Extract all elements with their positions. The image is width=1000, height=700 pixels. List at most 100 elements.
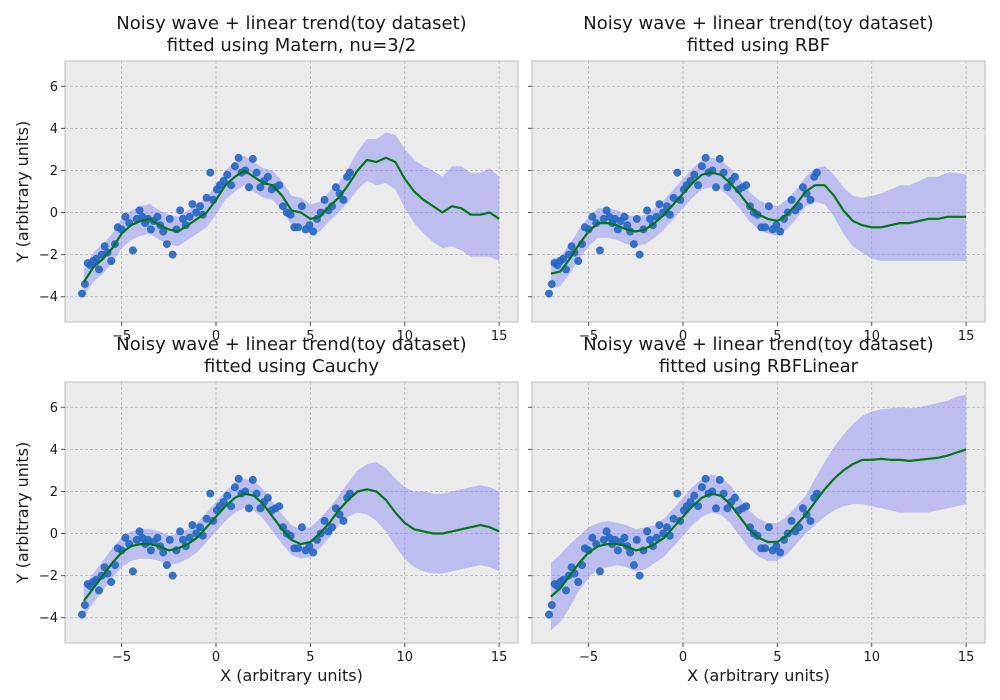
data-point <box>776 548 785 557</box>
data-point <box>643 206 652 215</box>
data-point <box>701 153 710 162</box>
data-point <box>813 168 821 177</box>
data-point <box>764 523 773 532</box>
data-point <box>146 546 155 555</box>
data-point <box>547 280 556 289</box>
data-point <box>107 578 116 586</box>
data-point <box>286 210 295 219</box>
data-point <box>712 504 720 513</box>
data-point <box>772 542 781 551</box>
data-point <box>202 193 211 202</box>
x-tick-label: −5 <box>112 650 131 665</box>
y-tick-label: 6 <box>50 80 58 95</box>
data-point <box>252 168 261 177</box>
data-point <box>188 521 197 530</box>
data-point <box>80 601 89 610</box>
axes-frame <box>531 381 986 644</box>
data-point <box>162 240 171 249</box>
chart-title: Noisy wave + linear trend(toy dataset) <box>583 334 933 355</box>
y-tick-label: −4 <box>39 611 58 626</box>
data-point <box>742 502 751 511</box>
data-point <box>230 162 239 171</box>
data-point <box>613 546 622 555</box>
data-point <box>245 504 253 513</box>
y-tick-label: −2 <box>39 569 58 584</box>
x-axis-label: X (arbitrary units) <box>220 666 363 685</box>
data-point <box>646 214 654 223</box>
x-tick-label: 0 <box>212 329 220 344</box>
chart-title: fitted using Cauchy <box>204 356 379 377</box>
data-point <box>248 154 257 163</box>
data-point <box>712 183 720 192</box>
data-point <box>620 533 629 542</box>
data-point <box>635 571 644 580</box>
data-point <box>305 542 314 551</box>
x-tick-label: 15 <box>491 650 508 665</box>
data-point <box>772 221 781 230</box>
data-point <box>146 225 155 234</box>
data-point <box>629 240 638 249</box>
data-point <box>128 567 137 576</box>
data-point <box>776 227 785 236</box>
y-tick-label: 6 <box>50 401 58 416</box>
y-tick-label: 4 <box>50 122 58 137</box>
data-point <box>806 195 815 204</box>
data-point <box>206 489 215 498</box>
x-tick-label: 10 <box>863 650 880 665</box>
data-point <box>135 206 144 215</box>
data-point <box>798 183 807 192</box>
data-point <box>715 475 724 484</box>
data-point <box>626 548 635 557</box>
data-point <box>92 254 101 263</box>
subplot-4: −5 0 5 10 15 Noisy wave + linear trend(toy da… <box>528 334 986 685</box>
data-point <box>632 214 641 223</box>
data-point <box>135 527 144 536</box>
axes-frame <box>64 60 519 323</box>
data-point <box>297 523 306 532</box>
data-point <box>128 246 137 255</box>
data-point <box>547 601 556 610</box>
chart-title: Noisy wave + linear trend(toy dataset) <box>116 334 466 355</box>
data-point <box>168 250 177 259</box>
data-point <box>690 170 699 179</box>
data-point <box>168 571 177 580</box>
data-point <box>669 193 678 202</box>
x-tick-label: 0 <box>679 650 687 665</box>
y-tick-label: 2 <box>50 485 58 500</box>
fit-line <box>550 171 967 275</box>
data-point <box>665 210 674 219</box>
data-point <box>294 223 303 232</box>
data-point <box>100 242 109 251</box>
data-point <box>686 498 695 506</box>
x-tick-label: 5 <box>773 329 781 344</box>
x-tick-label: 0 <box>679 329 687 344</box>
x-tick-label: 5 <box>773 650 781 665</box>
data-point <box>669 514 678 523</box>
data-point <box>588 533 597 542</box>
chart-title: fitted using RBFLinear <box>659 356 859 377</box>
data-point <box>196 523 204 532</box>
data-point <box>202 514 211 523</box>
data-point <box>107 257 116 265</box>
data-point <box>275 502 284 511</box>
data-point <box>562 586 570 595</box>
confidence-band <box>550 157 967 289</box>
data-point <box>223 170 232 179</box>
data-point <box>596 246 604 255</box>
data-point <box>192 208 201 217</box>
data-point <box>339 195 348 204</box>
data-point <box>584 225 593 234</box>
data-point <box>256 504 265 513</box>
data-point <box>761 223 770 232</box>
data-point <box>629 561 638 570</box>
x-tick-label: −5 <box>112 329 131 344</box>
data-point <box>559 254 568 263</box>
data-point <box>320 195 329 204</box>
data-point <box>701 474 710 483</box>
data-point <box>263 172 272 181</box>
data-point <box>623 221 632 230</box>
data-point <box>602 527 611 536</box>
data-point <box>230 483 239 492</box>
data-point <box>95 586 103 595</box>
